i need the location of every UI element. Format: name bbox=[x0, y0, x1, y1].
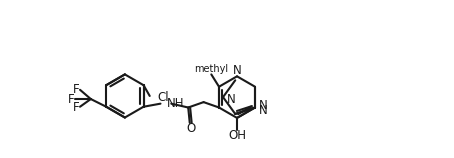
Text: N: N bbox=[259, 99, 267, 112]
Text: N: N bbox=[227, 93, 236, 106]
Text: OH: OH bbox=[229, 129, 247, 142]
Text: O: O bbox=[186, 122, 195, 135]
Text: N: N bbox=[232, 64, 242, 77]
Text: F: F bbox=[73, 101, 79, 114]
Text: F: F bbox=[73, 82, 79, 96]
Text: methyl: methyl bbox=[194, 64, 228, 74]
Text: F: F bbox=[68, 93, 74, 106]
Text: N: N bbox=[259, 104, 267, 117]
Text: Cl: Cl bbox=[158, 91, 169, 104]
Text: NH: NH bbox=[167, 97, 184, 110]
